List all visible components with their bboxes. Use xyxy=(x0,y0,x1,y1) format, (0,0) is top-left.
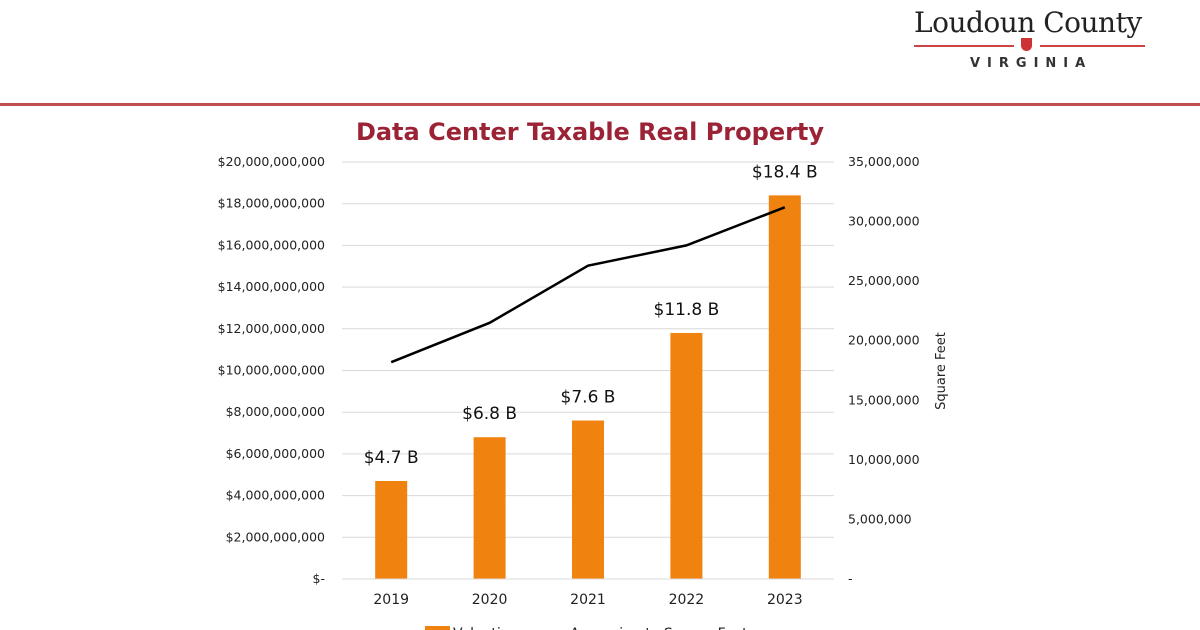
legend-label-square-feet: Approximate Square Feet xyxy=(570,626,748,630)
bar-2020 xyxy=(473,437,506,579)
y-left-tick-label: $2,000,000,000 xyxy=(226,529,325,544)
y-right-tick-label: 20,000,000 xyxy=(848,333,920,348)
y-right-tick-label: - xyxy=(848,571,853,586)
y-right-tick-label: 25,000,000 xyxy=(848,273,920,288)
y-left-tick-label: $10,000,000,000 xyxy=(218,363,325,378)
x-tick-label: 2021 xyxy=(570,592,606,608)
y-left-tick-label: $20,000,000,000 xyxy=(218,154,325,169)
y-left-tick-label: $6,000,000,000 xyxy=(226,446,325,461)
y-left-tick-label: $4,000,000,000 xyxy=(226,488,325,503)
logo-subtitle: VIRGINIA xyxy=(970,56,1093,71)
y-right-tick-label: 35,000,000 xyxy=(848,154,920,169)
chart-title: Data Center Taxable Real Property xyxy=(355,118,825,146)
bar-2022 xyxy=(670,332,703,579)
logo-name: Loudoun County xyxy=(914,6,1142,39)
y-left-tick-label: $8,000,000,000 xyxy=(226,404,325,419)
legend-swatch-valuation xyxy=(425,626,450,630)
square-feet-line xyxy=(390,206,786,364)
bar-2019 xyxy=(375,481,408,579)
header-divider xyxy=(0,103,1200,106)
loudoun-county-logo: Loudoun County VIRGINIA xyxy=(878,0,1200,100)
legend-label-valuation: Valuation xyxy=(453,626,518,630)
bar-data-label: $7.6 B xyxy=(561,388,616,408)
y-right-tick-label: 15,000,000 xyxy=(848,392,920,407)
bar-data-label: $6.8 B xyxy=(462,404,517,424)
y-left-tick-label: $14,000,000,000 xyxy=(218,279,325,294)
logo-rule-left xyxy=(914,45,1014,47)
y-left-tick-label: $16,000,000,000 xyxy=(218,237,325,252)
bar-data-label: $18.4 B xyxy=(752,162,818,182)
shield-icon xyxy=(1021,38,1032,51)
bar-2021 xyxy=(572,420,604,579)
bar-data-label: $11.8 B xyxy=(654,300,720,320)
bar-2023 xyxy=(768,195,801,580)
x-tick-label: 2022 xyxy=(669,592,705,608)
y-right-axis-label: Square Feet xyxy=(934,332,949,410)
y-left-tick-label: $- xyxy=(313,571,325,586)
x-tick-label: 2019 xyxy=(373,592,409,608)
y-left-tick-label: $12,000,000,000 xyxy=(218,321,325,336)
y-left-tick-label: $18,000,000,000 xyxy=(218,196,325,211)
bar-data-label: $4.7 B xyxy=(364,448,419,468)
logo-rule-right xyxy=(1040,45,1145,47)
x-tick-label: 2023 xyxy=(767,592,803,608)
y-right-tick-label: 10,000,000 xyxy=(848,452,920,467)
y-right-tick-label: 5,000,000 xyxy=(848,511,912,526)
x-tick-label: 2020 xyxy=(472,592,508,608)
y-right-tick-label: 30,000,000 xyxy=(848,214,920,229)
